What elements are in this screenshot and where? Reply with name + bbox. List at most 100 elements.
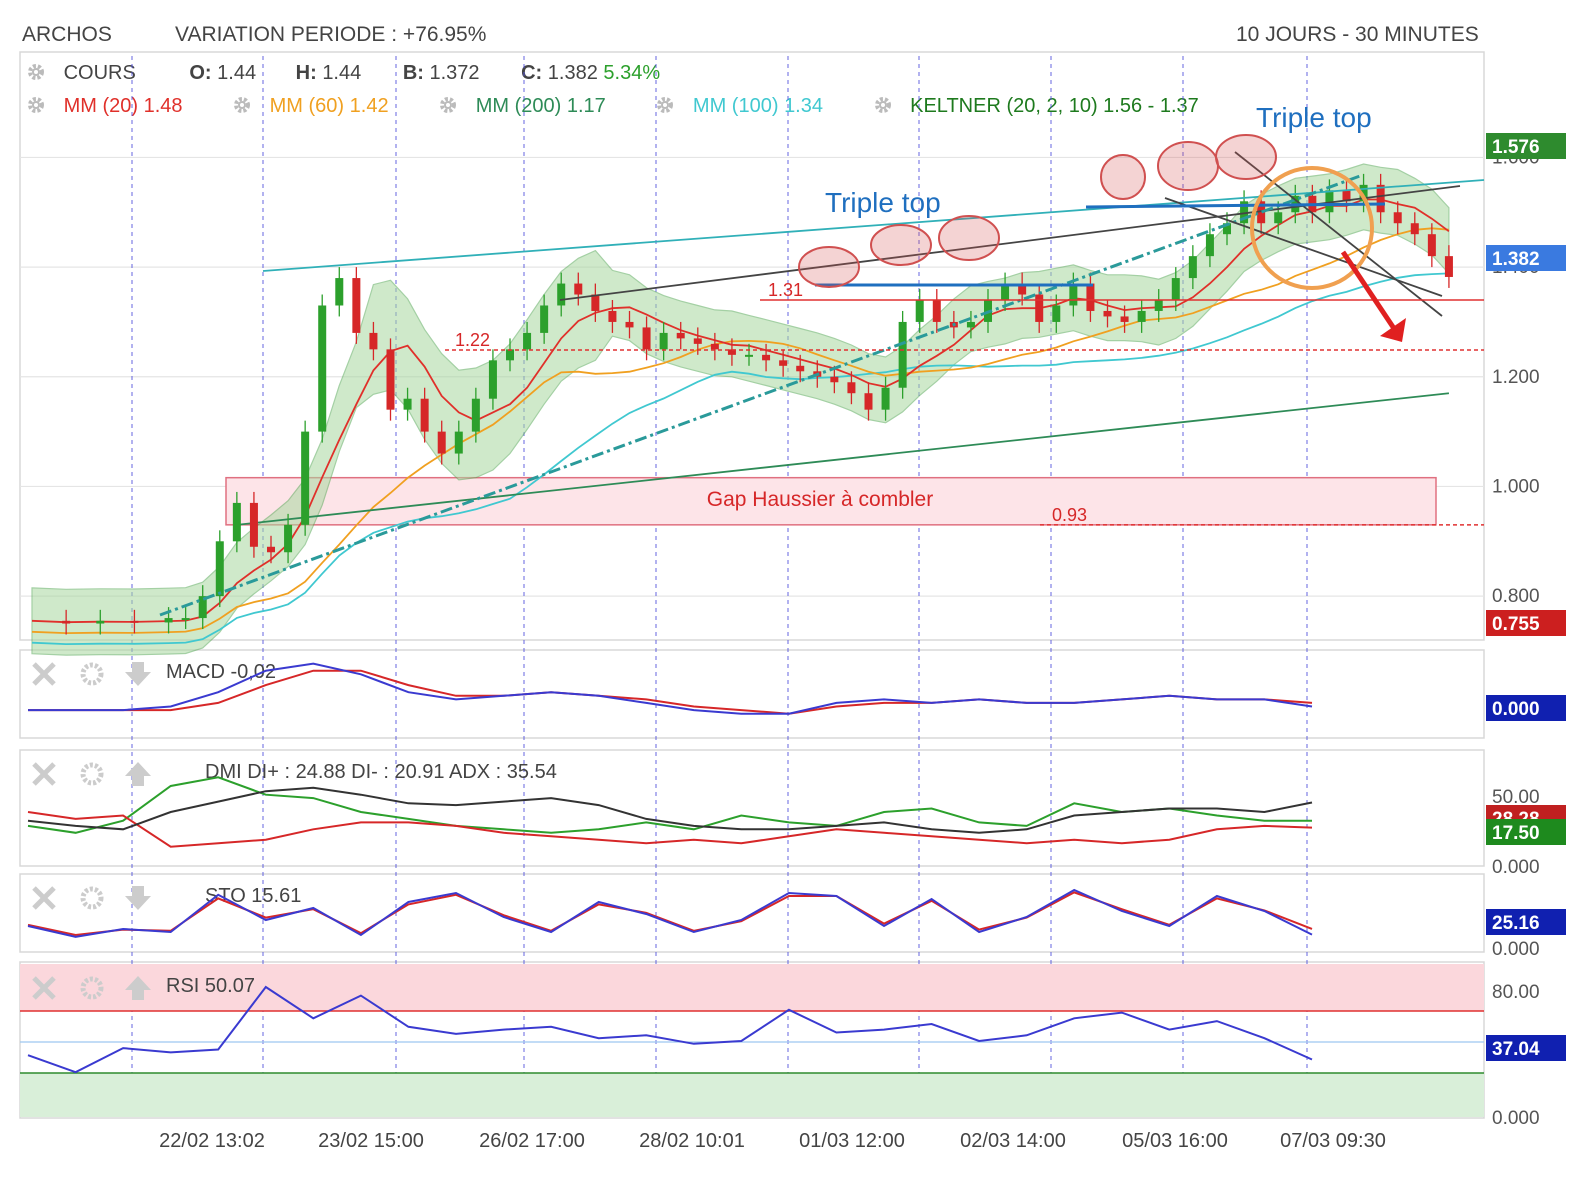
- mm60-value: 1.42: [349, 95, 389, 117]
- macd-badge: 0.000: [1492, 699, 1540, 720]
- x-tick-label: 01/03 12:00: [799, 1130, 905, 1152]
- candle-body: [847, 382, 856, 394]
- mm60-line: [31, 227, 1449, 635]
- close-label: C:: [521, 62, 543, 84]
- candle-body: [727, 349, 736, 355]
- upper-channel-line: [262, 179, 1485, 272]
- sto-down-icon: [125, 886, 151, 910]
- descending-line-1: [1234, 151, 1443, 317]
- mm200-gear-icon[interactable]: [438, 95, 458, 115]
- candle-body: [1325, 190, 1334, 213]
- candle-body: [318, 305, 327, 432]
- candle-body: [1052, 305, 1061, 322]
- candle-body: [1359, 184, 1368, 202]
- level-131-label: 1.31: [768, 280, 803, 300]
- candle-body: [164, 618, 173, 623]
- cours-label: COURS: [63, 62, 136, 84]
- candle-body: [301, 431, 310, 525]
- candle-body: [215, 541, 224, 597]
- candle-body: [1274, 212, 1283, 224]
- close-change: 5.34%: [603, 62, 661, 84]
- y-tick-label: 1.200: [1492, 367, 1540, 388]
- candle-body: [1205, 234, 1214, 257]
- top-highlight-ellipse: [1157, 141, 1219, 191]
- dmi-badge-di-plus: 17.50: [1492, 823, 1540, 844]
- mm60-label: MM (60): [269, 95, 345, 117]
- triple-top-label-1: Triple top: [825, 187, 941, 218]
- top-highlight-ellipse: [1100, 154, 1146, 200]
- dmi-gear-icon: [80, 762, 104, 786]
- panel-frame-3: [19, 873, 1485, 953]
- mm20-line: [31, 198, 1450, 624]
- candle-body: [352, 278, 361, 333]
- mm60-gear-icon[interactable]: [232, 95, 252, 115]
- panel-frame-4: [19, 961, 1485, 1119]
- gap-annotation: Gap Haussier à combler: [707, 488, 933, 511]
- candle-body: [1393, 212, 1402, 224]
- mm200-label: MM (200): [475, 95, 562, 117]
- sto-k-line: [27, 888, 1313, 938]
- panel-frame-0: [19, 51, 1485, 641]
- dmi-minus-line: [27, 811, 1313, 848]
- dmi-plus-line: [27, 776, 1312, 834]
- candle-body: [659, 332, 668, 350]
- sto-close-icon: [32, 886, 56, 910]
- top-highlight-ellipse: [1215, 134, 1277, 180]
- rsi-line: [27, 985, 1313, 1074]
- mm20-gear-icon[interactable]: [26, 95, 46, 115]
- candle-body: [1427, 234, 1436, 257]
- candle-body: [1223, 223, 1231, 235]
- mm20-value: 1.48: [143, 95, 183, 117]
- y-tick-label: 0.800: [1492, 586, 1540, 607]
- dmi-close-icon: [32, 762, 56, 786]
- low-label: B:: [402, 62, 424, 84]
- candle-body: [966, 321, 975, 328]
- high-badge-bg: [1486, 133, 1566, 159]
- keltner-gear-icon[interactable]: [873, 95, 893, 115]
- x-tick-label: 07/03 09:30: [1280, 1130, 1386, 1152]
- candle-body: [642, 327, 651, 350]
- rsi-tick-0: 0.000: [1492, 1108, 1540, 1129]
- candle-body: [1410, 223, 1419, 235]
- candle-body: [454, 431, 463, 454]
- candle-body: [1069, 283, 1078, 306]
- y-tick-label: 1.000: [1492, 476, 1540, 497]
- candle-body: [830, 376, 839, 383]
- candle-body: [523, 332, 532, 350]
- rsi-overbought-zone: [20, 964, 1484, 1011]
- level-122-label: 1.22: [455, 330, 490, 350]
- low-value: 1.372: [429, 62, 480, 84]
- high-label: H:: [295, 62, 317, 84]
- candle-body: [574, 283, 583, 295]
- cours-gear-icon[interactable]: [26, 62, 46, 82]
- mm100-gear-icon[interactable]: [655, 95, 675, 115]
- x-tick-label: 26/02 17:00: [479, 1130, 585, 1152]
- x-tick-label: 05/03 16:00: [1122, 1130, 1228, 1152]
- candle-body: [608, 310, 617, 322]
- candle-body: [1086, 283, 1095, 311]
- candle-body: [898, 321, 907, 388]
- candle-body: [403, 398, 412, 410]
- macd-value-label: MACD -0,02: [166, 661, 276, 683]
- x-tick-label: 28/02 10:01: [639, 1130, 745, 1152]
- rsi-value-label: RSI 50.07: [166, 975, 255, 997]
- open-value: 1.44: [217, 62, 257, 84]
- period-label: 10 JOURS - 30 MINUTES: [1236, 23, 1479, 46]
- top-highlight-ellipse: [798, 246, 860, 288]
- candle-body: [1154, 300, 1163, 311]
- rsi-up-icon: [125, 976, 151, 1000]
- sto-gear-icon: [80, 886, 104, 910]
- panel-frame-1: [19, 649, 1485, 739]
- candle-body: [915, 300, 924, 322]
- variation-label: VARIATION PERIODE : +76.95%: [175, 23, 487, 46]
- candle-body: [1171, 278, 1180, 300]
- close-value: 1.382: [547, 62, 598, 84]
- candle-body: [130, 620, 139, 623]
- rsi-close-icon: [32, 976, 56, 1000]
- candle-body: [932, 300, 941, 322]
- candle-body: [676, 332, 685, 339]
- macd-badge-bg: [1486, 695, 1566, 721]
- candle-body: [591, 294, 600, 311]
- candle-body: [369, 332, 378, 350]
